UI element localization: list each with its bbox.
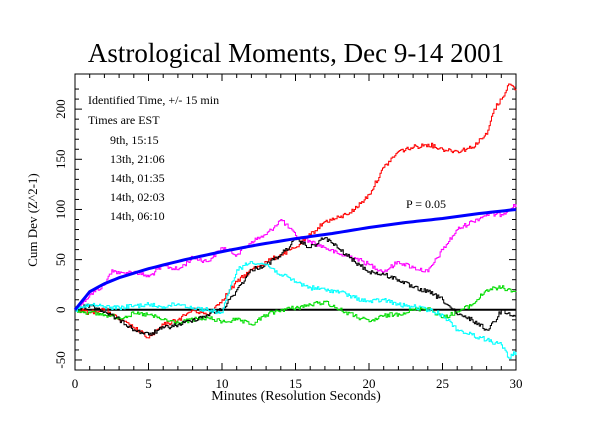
- y-tick-label: 50: [53, 253, 68, 266]
- x-tick-label: 20: [363, 376, 376, 391]
- x-tick-label: 0: [72, 376, 79, 391]
- threshold-curve: [73, 208, 517, 311]
- x-tick-label: 5: [145, 376, 152, 391]
- chart-title: Astrological Moments, Dec 9-14 2001: [88, 38, 504, 68]
- x-tick-label: 10: [216, 376, 229, 391]
- series-line-0: [75, 204, 517, 311]
- series-line-4: [75, 261, 517, 359]
- y-tick-label: 100: [53, 200, 68, 220]
- y-tick-label: 0: [53, 307, 68, 314]
- y-tick-label: 200: [53, 99, 68, 119]
- legend-entry-14th-0135: 14th, 01:35: [110, 171, 165, 185]
- x-tick-label: 25: [436, 376, 449, 391]
- note-identified-time: Identified Time, +/- 15 min: [88, 93, 219, 107]
- threshold-label: P = 0.05: [406, 197, 446, 211]
- x-tick-label: 30: [510, 376, 523, 391]
- axis-ticks: 0 5 10 15 20 25 30 -50 0 50 100 150 200: [53, 74, 523, 391]
- y-tick-label: 150: [53, 150, 68, 170]
- series-line-2: [75, 285, 517, 326]
- legend-entry-14th-0203: 14th, 02:03: [110, 190, 165, 204]
- legend-entry-14th-0610: 14th, 06:10: [110, 209, 165, 223]
- x-axis-label: Minutes (Resolution Seconds): [211, 389, 381, 404]
- series-line-1: [75, 83, 517, 339]
- chart-marks: [73, 83, 517, 359]
- note-times-est: Times are EST: [88, 113, 160, 127]
- x-tick-label: 15: [289, 376, 302, 391]
- y-axis-label: Cum Dev (Z^2-1): [25, 173, 40, 266]
- y-tick-label: -50: [53, 351, 68, 368]
- legend-entry-9th: 9th, 15:15: [110, 133, 159, 147]
- legend-entry-13th: 13th, 21:06: [110, 152, 165, 166]
